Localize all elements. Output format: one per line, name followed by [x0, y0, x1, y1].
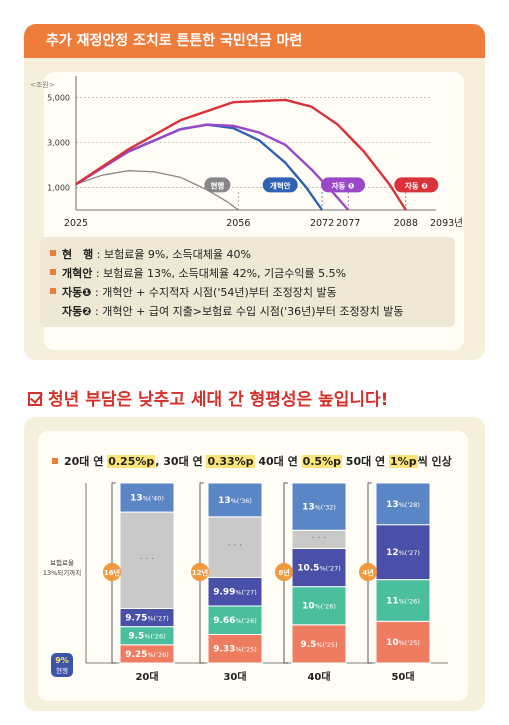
bar-segment [291, 624, 347, 664]
category-label: 30대 [223, 670, 246, 683]
y-tick-label: 5,000 [47, 94, 70, 103]
x-tick-label: 2056 [226, 218, 250, 229]
bar-value-label: 13%('36) [218, 496, 252, 506]
sub-5: 0.5%p [301, 455, 342, 468]
sub-1: 0.25%p [107, 455, 156, 468]
note-auto1: 자동❶ : 개혁안 + 수지적자 시점('54년)부터 조정장치 발동 [50, 283, 445, 302]
y-tick-label: 3,000 [47, 139, 70, 148]
bar-value-label: 13%('32) [302, 503, 336, 513]
category-label: 20대 [135, 670, 158, 683]
note-reform: 개혁안 : 보험료율 13%, 소득대체율 42%, 기금수익률 5.5% [50, 264, 445, 283]
legend-pill-0 [204, 177, 231, 193]
bar-value-label: 11%('26) [386, 596, 420, 606]
legend-label-1: 개혁안 [270, 180, 291, 190]
bar-value-label: 10%('26) [302, 602, 336, 612]
ellipsis-label: · · · [228, 541, 242, 551]
years-label: 16년 [104, 568, 120, 577]
sub-3: 0.33%p [206, 455, 255, 468]
scenario-notes: 현 행 : 보험료율 9%, 소득대체율 40% 개혁안 : 보험료율 13%,… [40, 237, 455, 327]
series-line-2 [75, 123, 350, 211]
bar-value-label: 9.33%('25) [213, 645, 257, 655]
sub-0: 20대 연 [64, 455, 108, 468]
bar-value-label: 9.75%('27) [125, 614, 169, 624]
x-tick-label: 2077 [336, 218, 360, 229]
x-tick-label: 2072 [310, 218, 334, 229]
ellipsis-label: · · · [140, 554, 154, 564]
legend-label-3: 자동 ❷ [405, 180, 428, 190]
bar-segment [119, 482, 175, 513]
bar-value-label: 12%('27) [386, 548, 420, 558]
x-tick-label: 2093년 [430, 218, 463, 229]
bar-segment [207, 576, 263, 607]
category-label: 50대 [391, 670, 414, 683]
y-unit-label: <조원> [30, 81, 55, 89]
chart-subtitle: 20대 연 0.25%p, 30대 연 0.33%p 40대 연 0.5%p 5… [52, 453, 452, 469]
x-tick-label: 2088 [394, 218, 418, 229]
side-label-line2: 13%되기까지 [43, 568, 81, 577]
category-label: 40대 [307, 670, 330, 683]
years-label: 4년 [362, 568, 373, 577]
bar-value-label: 10.5%('27) [297, 564, 341, 574]
base-badge-rate: 9% [55, 656, 69, 665]
legend-label-2: 자동 ❶ [332, 180, 355, 190]
base-badge-label: 현행 [56, 666, 68, 675]
years-badge [275, 563, 293, 581]
y-tick-label: 1,000 [47, 184, 70, 193]
bar-segment [375, 524, 431, 581]
sub-7: 1%p [389, 455, 418, 468]
years-label: 8년 [278, 568, 289, 577]
legend-pill-3 [394, 177, 439, 193]
sub-8: 씩 인상 [417, 455, 452, 468]
bar-segment [207, 633, 263, 664]
bar-value-label: 9.5%('26) [128, 632, 165, 642]
bullet-icon [50, 250, 56, 256]
note-auto2: 자동❷ : 개혁안 + 급여 지출>보험료 수입 시점('36년)부터 조정장치… [62, 305, 404, 318]
years-badge [103, 563, 121, 581]
bar-segment [375, 620, 431, 664]
fund-line-chart: 1,000 3,000 5,000 2025 2056 2072 2077 2088 2093년… [47, 76, 463, 229]
bullet-icon [52, 458, 58, 464]
bullet-icon [50, 269, 56, 275]
bar-segment [207, 482, 263, 518]
bullet-icon [50, 288, 56, 294]
note-current: 현 행 : 보험료율 9%, 소득대체율 40% [50, 245, 445, 264]
ellipsis-label: · · · [312, 533, 326, 543]
legend-label-0: 현행 [210, 180, 224, 190]
bar-value-label: 9.66%('26) [213, 616, 257, 626]
panel-header: 추가 재정안정 조치로 튼튼한 국민연금 마련 [24, 24, 485, 58]
bar-value-label: 10%('25) [386, 638, 420, 648]
bar-value-label: 9.25%('26) [125, 650, 169, 660]
bar-value-label: 9.5%('25) [300, 640, 337, 650]
bar-segment [291, 586, 347, 626]
bar-value-label: 9.99%('27) [213, 588, 257, 598]
years-label: 12년 [192, 568, 208, 577]
series-line-3 [75, 98, 407, 211]
bar-segment [375, 482, 431, 526]
bar-segment [291, 547, 347, 588]
legend-pill-2 [321, 177, 365, 193]
bar-segment [291, 482, 347, 531]
checkbox-icon [28, 392, 42, 406]
x-tick-label: 2025 [64, 218, 88, 229]
bar-value-label: 13%('28) [386, 500, 420, 510]
base-badge [51, 653, 73, 677]
legend-pill-1 [262, 177, 298, 193]
sub-4: 40대 연 [254, 455, 302, 468]
years-badge [359, 563, 377, 581]
series-line-1 [75, 123, 324, 211]
sub-2: , 30대 연 [155, 455, 207, 468]
side-label-line1: 보험료율 [50, 559, 74, 567]
years-badge [191, 563, 209, 581]
sub-6: 50대 연 [341, 455, 390, 468]
bar-segment [207, 516, 263, 578]
bar-value-label: 13%('40) [130, 494, 164, 504]
bar-segment [119, 511, 175, 609]
section-title: 청년 부담은 낮추고 세대 간 형평성은 높입니다! [28, 385, 388, 410]
series-line-0 [75, 170, 239, 211]
